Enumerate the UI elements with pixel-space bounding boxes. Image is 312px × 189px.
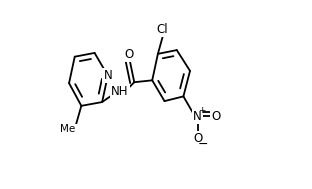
Text: +: + <box>198 106 206 115</box>
Text: −: − <box>197 138 208 151</box>
Text: N: N <box>104 69 112 82</box>
Text: NH: NH <box>111 85 129 98</box>
Text: O: O <box>193 132 202 145</box>
Text: N: N <box>193 110 202 123</box>
Text: O: O <box>211 110 220 123</box>
Text: O: O <box>124 48 133 61</box>
Text: Cl: Cl <box>157 23 168 36</box>
Text: Me: Me <box>61 125 76 134</box>
